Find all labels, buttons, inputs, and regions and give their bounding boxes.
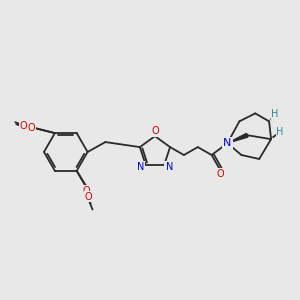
Text: O: O [217, 169, 224, 179]
Text: O: O [85, 192, 92, 202]
Text: O: O [20, 121, 27, 131]
Text: H: H [272, 110, 279, 119]
Text: O: O [83, 186, 90, 196]
Text: O: O [151, 126, 159, 136]
Text: N: N [166, 162, 173, 172]
Text: N: N [223, 138, 232, 148]
Text: O: O [27, 123, 35, 133]
Text: H: H [276, 127, 284, 137]
Text: N: N [137, 162, 144, 172]
Polygon shape [227, 134, 248, 143]
